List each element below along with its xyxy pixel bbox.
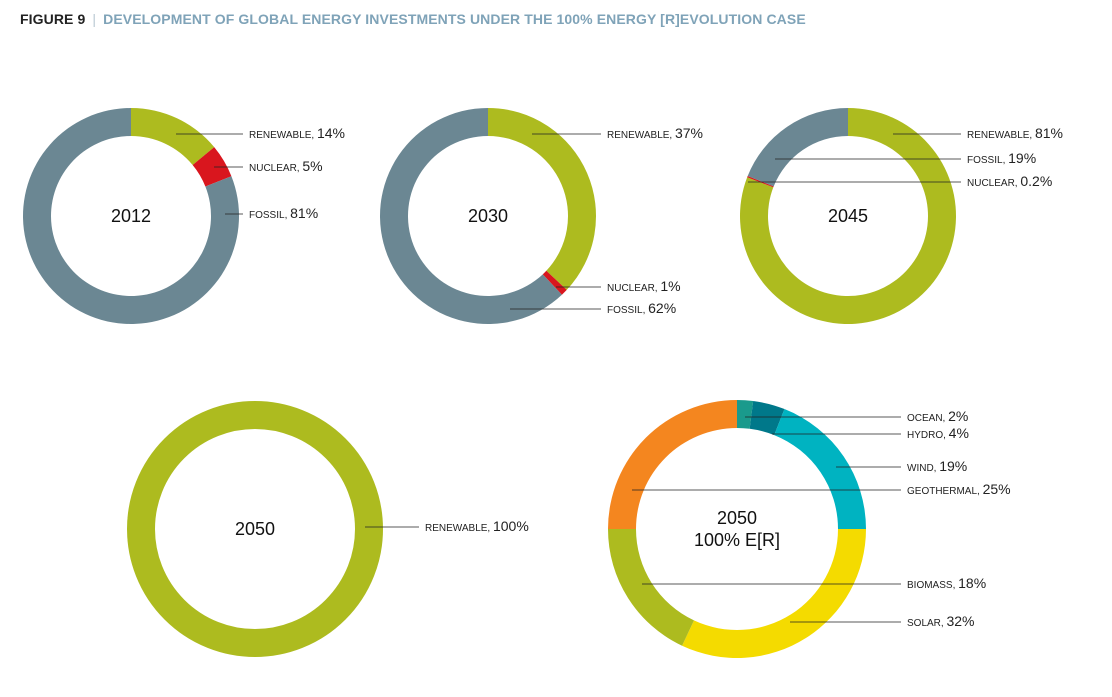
data-label-value: 62% — [648, 300, 676, 316]
slice-hydro — [749, 401, 785, 436]
data-label-fossil: FOSSIL, 19% — [967, 150, 1036, 166]
data-label-renewable: RENEWABLE, 37% — [607, 125, 703, 141]
data-label-category: WIND, — [907, 463, 939, 474]
center-label: 2050 — [235, 519, 275, 539]
data-label-hydro: HYDRO, 4% — [907, 425, 969, 441]
data-label-category: RENEWABLE, — [607, 130, 675, 141]
figure-title: DEVELOPMENT OF GLOBAL ENERGY INVESTMENTS… — [103, 11, 806, 27]
slice-biomass — [608, 529, 694, 646]
slice-renewable — [131, 108, 215, 166]
data-label-value: 19% — [939, 458, 967, 474]
data-label-category: RENEWABLE, — [249, 130, 317, 141]
data-label-nuclear: NUCLEAR, 0.2% — [967, 173, 1052, 189]
data-label-category: FOSSIL, — [249, 210, 290, 221]
center-label: 2030 — [468, 206, 508, 226]
data-label-value: 0.2% — [1020, 173, 1052, 189]
slice-nuclear — [192, 147, 232, 187]
slice-ocean — [737, 400, 754, 429]
slice-renewable — [127, 401, 383, 657]
donut-chart-2: 2030 RENEWABLE, 37% NUCLEAR, 1% FOSSIL, 62% — [380, 107, 703, 324]
data-label-solar: SOLAR, 32% — [907, 613, 975, 629]
data-label-value: 14% — [317, 125, 345, 141]
data-label-geothermal: GEOTHERMAL, 25% — [907, 481, 1011, 497]
figure-header: FIGURE 9 | DEVELOPMENT OF GLOBAL ENERGY IN… — [20, 11, 806, 27]
data-label-value: 37% — [675, 125, 703, 141]
donut-chart-4: 2050 RENEWABLE, 100% — [127, 401, 529, 657]
header-separator: | — [92, 11, 97, 27]
data-label-value: 19% — [1008, 150, 1036, 166]
data-label-category: FOSSIL, — [607, 305, 648, 316]
data-label-wind: WIND, 19% — [907, 458, 967, 474]
slice-geothermal — [608, 400, 737, 529]
data-label-value: 2% — [948, 408, 968, 424]
data-label-category: NUCLEAR, — [607, 283, 660, 294]
data-label-value: 81% — [1035, 125, 1063, 141]
center-label: 2045 — [828, 206, 868, 226]
slice-wind — [774, 409, 866, 529]
data-label-value: 5% — [302, 158, 322, 174]
center-label: 100% E[R] — [694, 530, 780, 550]
data-label-category: OCEAN, — [907, 413, 948, 424]
data-label-category: SOLAR, — [907, 618, 946, 629]
data-label-value: 100% — [493, 518, 529, 534]
slice-fossil — [380, 108, 562, 324]
data-label-value: 32% — [946, 613, 974, 629]
data-label-biomass: BIOMASS, 18% — [907, 575, 986, 591]
data-label-category: FOSSIL, — [967, 155, 1008, 166]
donut-chart-3: 2045 RENEWABLE, 81% NUCLEAR, 0.2% FOSSIL, 1… — [740, 108, 1063, 324]
data-label-category: NUCLEAR, — [249, 163, 302, 174]
data-label-ocean: OCEAN, 2% — [907, 408, 968, 424]
data-label-renewable: RENEWABLE, 81% — [967, 125, 1063, 141]
figure-number: FIGURE 9 — [20, 11, 86, 27]
data-label-fossil: FOSSIL, 81% — [249, 205, 318, 221]
data-label-value: 1% — [660, 278, 680, 294]
slice-fossil — [747, 108, 848, 187]
data-label-value: 18% — [958, 575, 986, 591]
data-label-category: GEOTHERMAL, — [907, 486, 983, 497]
slice-solar — [682, 529, 866, 658]
data-label-category: RENEWABLE, — [425, 523, 493, 534]
donut-chart-1: 2012 RENEWABLE, 14% NUCLEAR, 5% FOSSIL, 81% — [22, 108, 345, 324]
data-label-value: 4% — [949, 425, 969, 441]
data-label-category: NUCLEAR, — [967, 178, 1020, 189]
data-label-category: RENEWABLE, — [967, 130, 1035, 141]
data-label-value: 25% — [983, 481, 1011, 497]
data-label-value: 81% — [290, 205, 318, 221]
slice-nuclear — [542, 270, 567, 295]
data-label-fossil: FOSSIL, 62% — [607, 300, 676, 316]
center-label: 2050 — [717, 508, 757, 528]
data-label-renewable: RENEWABLE, 100% — [425, 518, 529, 534]
data-label-nuclear: NUCLEAR, 1% — [607, 278, 681, 294]
center-label: 2012 — [111, 206, 151, 226]
data-label-category: BIOMASS, — [907, 580, 958, 591]
data-label-nuclear: NUCLEAR, 5% — [249, 158, 323, 174]
data-label-renewable: RENEWABLE, 14% — [249, 125, 345, 141]
data-label-category: HYDRO, — [907, 430, 949, 441]
slice-renewable — [488, 107, 597, 290]
